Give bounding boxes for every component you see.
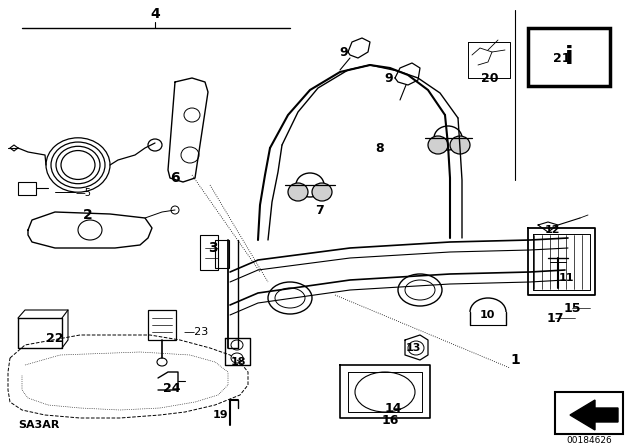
Bar [215,240,229,268]
Ellipse shape [288,183,308,201]
Ellipse shape [450,136,470,154]
Text: 1: 1 [510,353,520,367]
Text: 00184626: 00184626 [566,435,612,444]
Bar [200,235,218,270]
Text: 16: 16 [381,414,399,426]
Bar [148,310,176,340]
Text: 24: 24 [163,382,180,395]
Ellipse shape [312,183,332,201]
Text: 14: 14 [384,401,402,414]
Text: 20: 20 [481,72,499,85]
Text: 8: 8 [376,142,384,155]
Text: 3: 3 [208,241,218,255]
Text: 11: 11 [559,273,575,283]
Bar [528,28,610,86]
Text: 15: 15 [563,302,580,314]
Text: i: i [564,45,573,69]
Text: 22: 22 [46,332,64,345]
Bar [555,392,623,434]
Text: —5: —5 [76,188,92,198]
Text: 19: 19 [212,410,228,420]
Text: 6: 6 [170,171,180,185]
Text: 18: 18 [230,357,246,367]
Text: •: • [566,48,572,58]
Text: 21: 21 [553,52,571,65]
Text: 10: 10 [479,310,495,320]
Text: 13: 13 [405,343,420,353]
Text: 2: 2 [83,208,93,222]
Text: 12: 12 [544,225,560,235]
Bar [18,182,36,195]
Text: 17: 17 [547,311,564,324]
Text: SA3AR: SA3AR [18,420,60,430]
Text: 9: 9 [385,72,393,85]
Text: 7: 7 [316,203,324,216]
Text: —23: —23 [183,327,208,337]
Text: 9: 9 [339,46,348,59]
Polygon shape [570,400,618,430]
Ellipse shape [428,136,448,154]
Text: 4: 4 [150,7,160,21]
